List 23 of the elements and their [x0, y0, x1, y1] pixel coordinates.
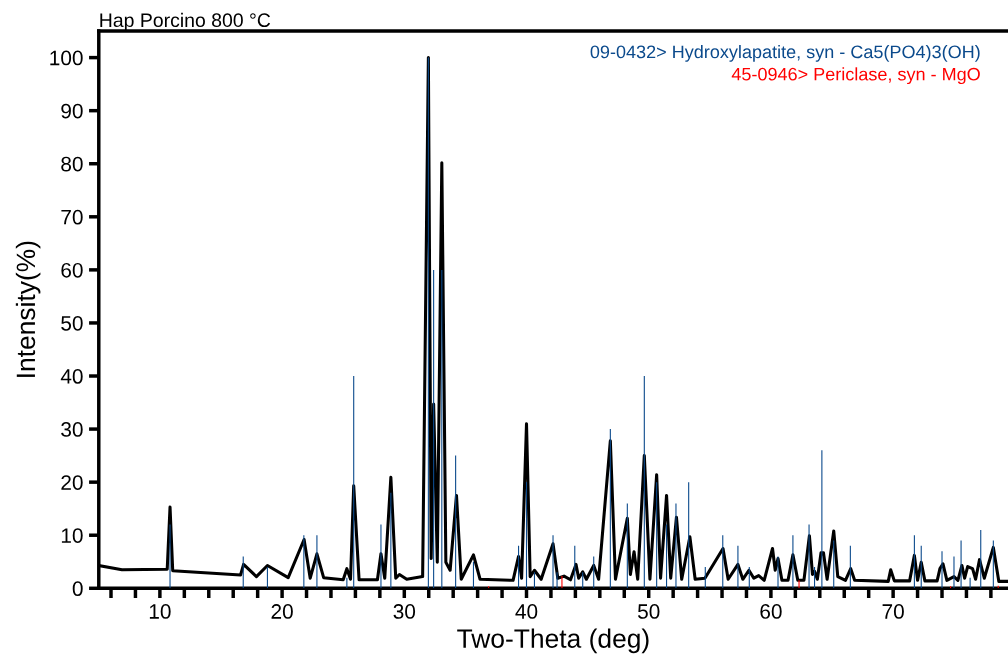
- y-tick-label: 40: [60, 369, 83, 384]
- y-tick-label: 100: [50, 50, 83, 66]
- x-tick-label: 30: [393, 604, 416, 619]
- text: 45-0946> Periclase, syn - MgO: [731, 67, 980, 85]
- x-axis-title: Two-Theta (deg): [457, 628, 649, 654]
- x-tick-label: 20: [271, 604, 293, 619]
- x-tick-label: 50: [637, 604, 660, 619]
- y-tick-label: 60: [61, 262, 83, 278]
- y-tick-label: 70: [61, 209, 83, 225]
- x-tick-label: 40: [515, 604, 538, 619]
- y-tick-label: 80: [61, 156, 83, 172]
- x-tick-label: 60: [760, 604, 782, 619]
- chart-title: Hap Porcino 800 °C: [100, 12, 271, 31]
- x-tick-label: 70: [882, 604, 904, 619]
- y-axis-title: Intensity(%): [15, 241, 41, 377]
- y-tick-label: 50: [61, 315, 83, 331]
- y-tick-label: 20: [61, 475, 83, 490]
- y-tick-label: 10: [61, 528, 83, 543]
- y-tick-label: 90: [61, 103, 83, 119]
- y-tick-label: 30: [61, 422, 83, 437]
- x-tick-label: 10: [149, 604, 171, 619]
- y-tick-label: 0: [72, 581, 83, 597]
- text: 09-0432> Hydroxylapatite, syn - Ca5(PO4)3(OH): [590, 45, 980, 62]
